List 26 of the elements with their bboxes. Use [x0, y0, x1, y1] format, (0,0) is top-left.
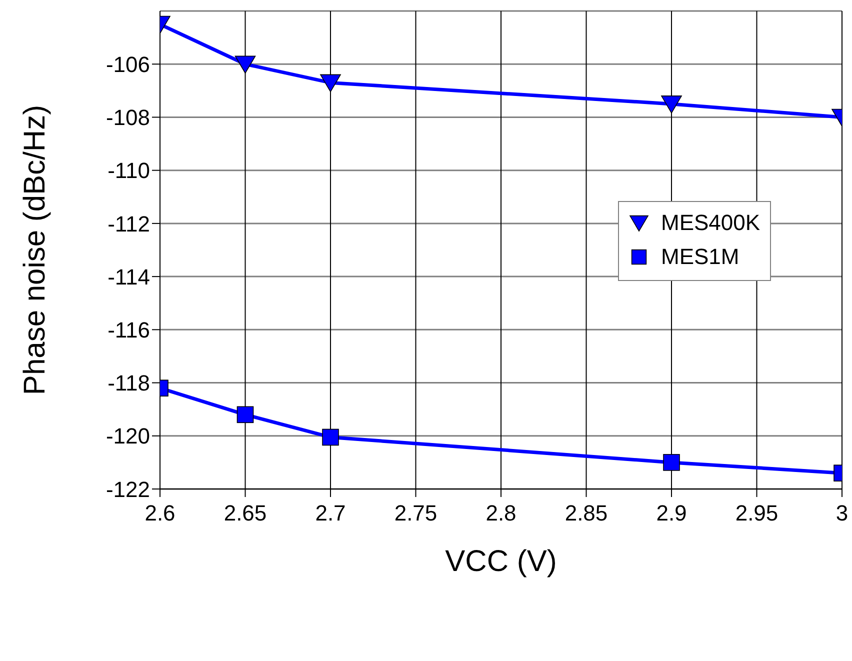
y-tick-label: -120: [106, 424, 150, 449]
y-tick-label: -112: [108, 211, 150, 236]
x-tick-label: 2.85: [564, 500, 608, 526]
y-tick-label: -110: [108, 158, 150, 184]
legend-label: MES400K: [661, 210, 760, 236]
x-tick-label: 2.75: [394, 500, 438, 526]
x-tick-label: 2.65: [224, 500, 267, 526]
x-tick-label: 3: [836, 500, 848, 526]
x-tick-label: 2.9: [656, 500, 687, 526]
x-tick-label: 2.6: [144, 500, 176, 526]
y-tick-label: -122: [106, 476, 150, 502]
y-axis-title: Phase noise (dBc/Hz): [18, 104, 52, 396]
y-tick-label: -108: [106, 105, 150, 130]
y-tick-label: -116: [108, 317, 150, 342]
y-tick-label: -118: [108, 370, 150, 396]
point: [236, 406, 254, 424]
x-tick-label: 2.7: [315, 500, 346, 526]
point: [322, 428, 339, 446]
x-tick-label: 2.95: [735, 500, 778, 526]
x-tick-label: 2.8: [486, 500, 516, 526]
point: [320, 74, 341, 92]
x-axis-title: VCC (V): [445, 545, 557, 578]
y-tick-label: -106: [106, 52, 150, 77]
point: [234, 56, 256, 74]
legend-label: MES1M: [661, 244, 740, 270]
y-tick-label: -114: [108, 264, 150, 290]
